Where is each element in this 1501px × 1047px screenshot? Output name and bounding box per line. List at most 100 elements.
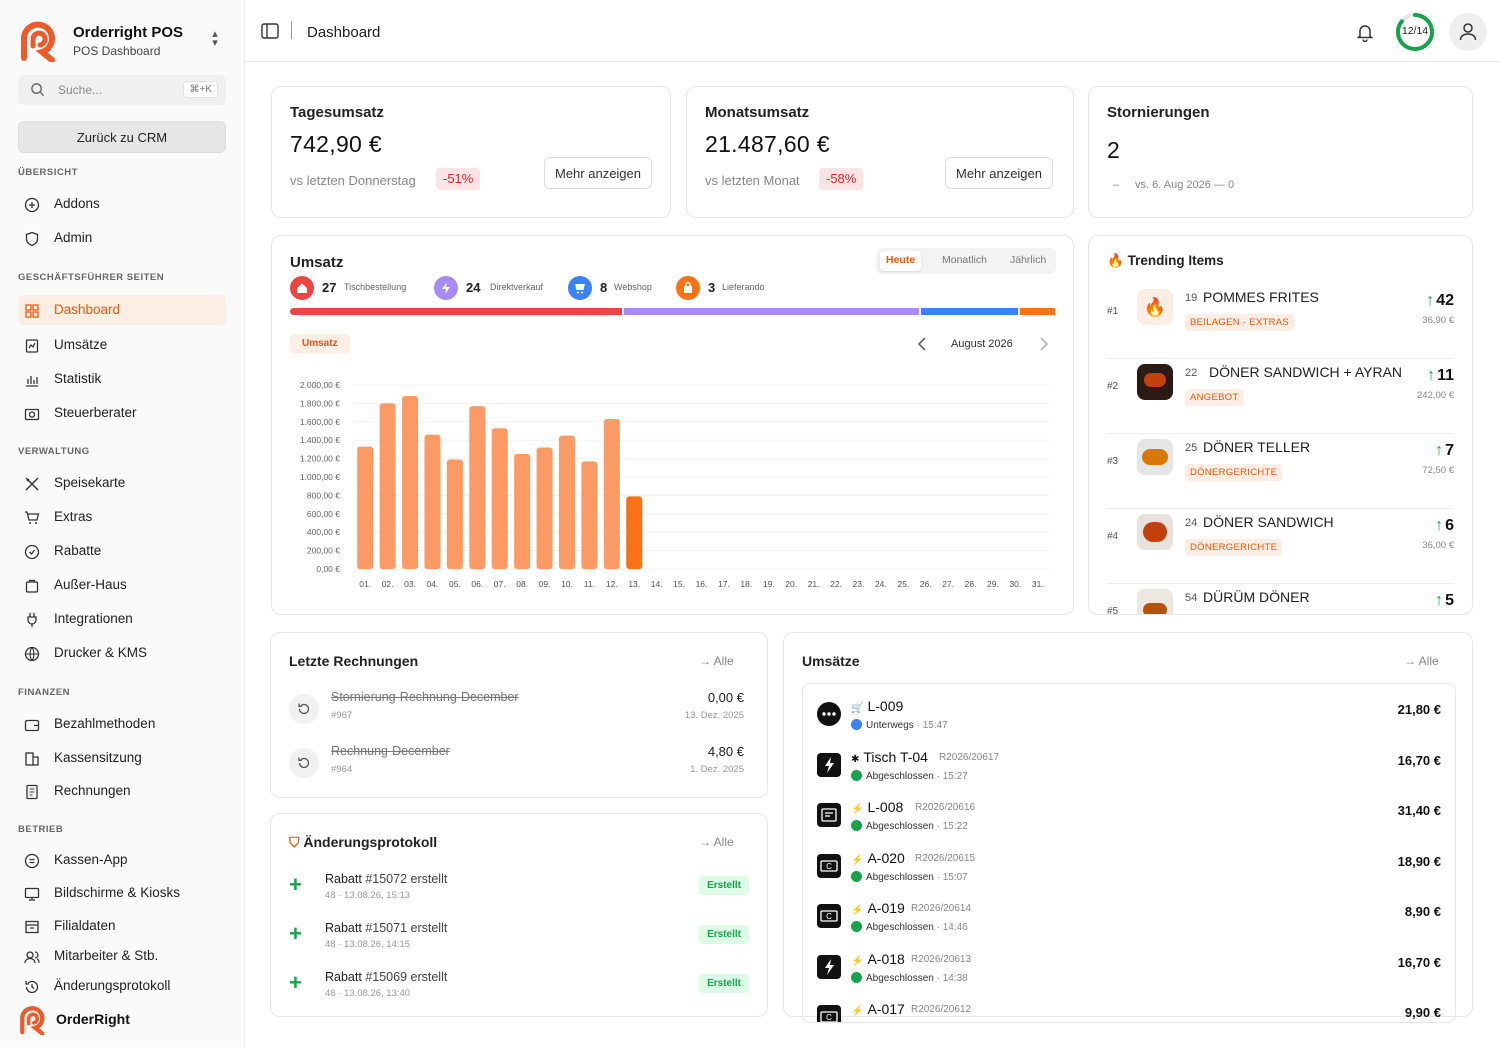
invoice-row[interactable]: Rechnung-December #964 4,80 € 1. Dez. 2025: [289, 742, 744, 792]
changelog-row[interactable]: + Rabatt #15069 erstellt 48 · 13.08.26, 13…: [289, 968, 749, 1008]
order-row[interactable]: C ⚡ A-019 R2026/20614 Abgeschlossen · 14:46 8…: [803, 890, 1455, 940]
x-tick-label: 31.: [1032, 579, 1044, 589]
trending-delta: ↑ 5: [1435, 592, 1454, 610]
bar-day-4[interactable]: [424, 434, 441, 569]
arrow-up-icon: ↑: [1435, 442, 1444, 459]
trending-item[interactable]: #1 🔥 19 POMMES FRITES BEILAGEN · EXTRAS ↑ 42 36…: [1107, 284, 1454, 359]
trending-delta-value: 11: [1437, 367, 1454, 384]
tab-monatlich[interactable]: Monatlich: [942, 254, 987, 266]
tab-jaehrlich[interactable]: Jährlich: [1010, 254, 1047, 266]
order-status-text: Abgeschlossen: [866, 972, 934, 984]
invoices-all-link[interactable]: → Alle: [699, 654, 734, 668]
sidebar-item-steuerberater[interactable]: Steuerberater: [18, 398, 226, 428]
bar-day-1[interactable]: [357, 446, 374, 569]
sidebar-item-dashboard[interactable]: Dashboard: [18, 295, 226, 325]
order-status: Unterwegs · 15:47: [851, 719, 948, 731]
sidebar-item-mitarbeiter[interactable]: Mitarbeiter & Stb.: [18, 941, 226, 971]
order-id: ⚡ A-018: [851, 951, 905, 967]
sidebar-toggle-icon[interactable]: [261, 23, 279, 39]
sidebar-item-bezahlmethoden[interactable]: Bezahlmethoden: [18, 709, 226, 739]
changelog-all-link[interactable]: → Alle: [699, 835, 734, 849]
sidebar-item-extras[interactable]: Extras: [18, 502, 226, 532]
bell-icon[interactable]: [1355, 22, 1375, 42]
trending-items-card: 🔥 Trending Items #1 🔥 19 POMMES FRITES BEILA…: [1088, 235, 1473, 615]
bar-day-10[interactable]: [558, 435, 575, 569]
chevron-left-icon[interactable]: [917, 337, 927, 351]
order-id-text: Tisch T-04: [863, 748, 928, 765]
sidebar-item-integrationen[interactable]: Integrationen: [18, 604, 226, 634]
trending-name: DÖNER SANDWICH: [1203, 514, 1334, 530]
bar-day-9[interactable]: [536, 447, 553, 569]
changelog-card: ⛉ Änderungsprotokoll → Alle + Rabatt #150…: [270, 813, 768, 1017]
invoice-amount: 4,80 €: [707, 744, 744, 759]
bar-day-6[interactable]: [469, 406, 486, 569]
chevron-up-down-icon[interactable]: ▴ ▾: [212, 28, 218, 49]
bar-day-3[interactable]: [402, 396, 419, 569]
sales-all-link[interactable]: → Alle: [1404, 654, 1439, 668]
wallet-icon: [24, 719, 40, 732]
trending-count: 24: [1185, 517, 1198, 529]
trending-item[interactable]: #2 22 DÖNER SANDWICH + AYRAN ANGEBOT ↑ 11 242,…: [1107, 359, 1454, 434]
y-tick-label: 1.600,00 €: [300, 417, 340, 427]
setup-progress-ring[interactable]: 12/14: [1395, 12, 1435, 52]
trending-item[interactable]: #5 54 DÜRÜM DÖNER ↑ 5: [1107, 584, 1454, 614]
tab-heute[interactable]: Heute: [880, 251, 922, 271]
back-to-crm-button[interactable]: Zurück zu CRM: [18, 121, 226, 153]
invoice-row[interactable]: Stornierung-Rechnung-December #967 0,00 € 1…: [289, 688, 744, 738]
order-row[interactable]: ⚡ A-018 R2026/20613 Abgeschlossen · 14:38 16…: [803, 941, 1455, 991]
order-time-sep: ·: [933, 922, 943, 933]
trending-tag: DÖNERGERICHTE: [1185, 539, 1283, 556]
order-row[interactable]: 🛒 L-009 Unterwegs · 15:47 21,80 €: [803, 688, 1455, 738]
sidebar-item-rechnungen[interactable]: Rechnungen: [18, 776, 226, 806]
sidebar-item-bildschirme[interactable]: Bildschirme & Kiosks: [18, 878, 226, 908]
all-link-label: Alle: [713, 835, 734, 849]
user-avatar[interactable]: [1449, 13, 1487, 51]
changelog-row[interactable]: + Rabatt #15071 erstellt 48 · 13.08.26, 14…: [289, 919, 749, 959]
sidebar-item-label: Extras: [54, 509, 93, 524]
order-row[interactable]: ✱ Tisch T-04 R2026/20617 Abgeschlossen · 15…: [803, 739, 1455, 789]
sidebar-item-speisekarte[interactable]: Speisekarte: [18, 468, 226, 498]
brand-switcher[interactable]: Orderright POS POS Dashboard ▴ ▾: [18, 20, 228, 64]
sidebar-item-drucker[interactable]: Drucker & KMS: [18, 638, 226, 668]
show-more-button[interactable]: Mehr anzeigen: [544, 157, 652, 189]
y-tick-label: 1.000,00 €: [300, 472, 340, 482]
sidebar-item-label: Filialdaten: [54, 918, 116, 933]
order-row[interactable]: C ⚡ A-017 R2026/20612 9,90 €: [803, 991, 1455, 1022]
trending-item[interactable]: #4 24 DÖNER SANDWICH DÖNERGERICHTE ↑ 6 36,00 €: [1107, 509, 1454, 584]
trending-delta-value: 5: [1445, 592, 1454, 609]
order-id-text: L-008: [867, 799, 904, 815]
bar-day-5[interactable]: [446, 459, 463, 569]
shield-icon: ⛉: [289, 834, 300, 850]
sidebar-item-ausser-haus[interactable]: Außer-Haus: [18, 570, 226, 600]
trending-item[interactable]: #3 25 DÖNER TELLER DÖNERGERICHTE ↑ 7 72,50 €: [1107, 434, 1454, 509]
sidebar-item-addons[interactable]: Addons: [18, 189, 226, 219]
sidebar-item-statistik[interactable]: Statistik: [18, 364, 226, 394]
sidebar-item-filialdaten[interactable]: Filialdaten: [18, 911, 226, 941]
bar-day-11[interactable]: [581, 461, 598, 569]
search-shortcut: ⌘+K: [183, 81, 218, 98]
bolt-icon: ⚡: [851, 955, 864, 967]
bar-day-8[interactable]: [514, 454, 531, 569]
monitor-icon: [24, 887, 40, 901]
chevron-right-icon[interactable]: [1039, 337, 1049, 351]
bar-day-12[interactable]: [603, 419, 620, 569]
arrow-right-icon: →: [699, 654, 711, 668]
sidebar-item-kassen-app[interactable]: Kassen-App: [18, 845, 226, 875]
bar-day-7[interactable]: [491, 428, 508, 569]
bar-day-13[interactable]: [626, 496, 643, 569]
orderright-logo-icon: [20, 1006, 45, 1035]
show-more-button[interactable]: Mehr anzeigen: [945, 157, 1053, 189]
sidebar-item-admin[interactable]: Admin: [18, 223, 226, 253]
sidebar-item-rabatte[interactable]: Rabatte: [18, 536, 226, 566]
sidebar-item-kassensitzung[interactable]: Kassensitzung: [18, 743, 226, 773]
order-row[interactable]: C ⚡ A-020 R2026/20615 Abgeschlossen · 15:07 1…: [803, 840, 1455, 890]
sidebar-item-label: Mitarbeiter & Stb.: [54, 948, 159, 963]
sidebar-item-umsaetze[interactable]: Umsätze: [18, 330, 226, 360]
bar-day-2[interactable]: [379, 403, 396, 569]
order-row[interactable]: ⚡ L-008 R2026/20616 Abgeschlossen · 15:22 31…: [803, 789, 1455, 839]
changelog-row[interactable]: + Rabatt #15072 erstellt 48 · 13.08.26, 15…: [289, 870, 749, 910]
plus-icon: +: [289, 970, 302, 995]
sidebar-item-aenderungsprotokoll[interactable]: Änderungsprotokoll: [18, 971, 226, 1001]
order-status: Abgeschlossen · 14:46: [851, 921, 968, 933]
search-input[interactable]: Suche... ⌘+K: [18, 75, 226, 105]
